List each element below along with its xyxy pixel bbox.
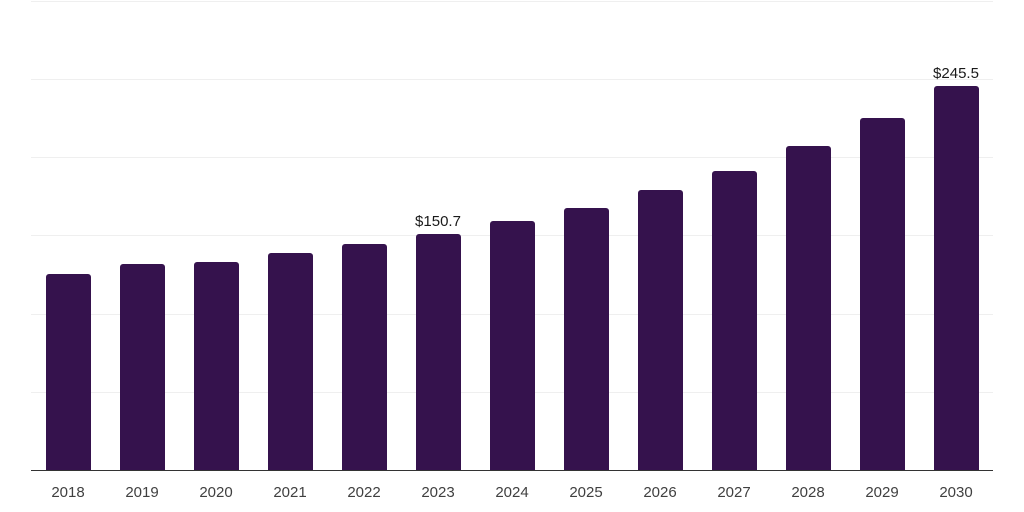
bar-2024[interactable] <box>489 221 535 470</box>
x-tick-2027: 2027 <box>717 484 751 501</box>
x-tick-2030: 2030 <box>939 484 973 501</box>
gridline-200 <box>31 157 993 158</box>
x-tick-2024: 2024 <box>495 484 529 501</box>
x-tick-2023: 2023 <box>421 484 455 501</box>
bar-2029[interactable] <box>859 118 905 470</box>
bar-group-2022 <box>327 1 401 470</box>
bar-group-2026 <box>623 1 697 470</box>
bars-container: $150.7 $245.5 <box>31 1 993 470</box>
bar-2030[interactable] <box>933 86 979 470</box>
bar-group-2023: $150.7 <box>401 1 475 470</box>
bar-2027[interactable] <box>711 171 757 470</box>
bar-group-2030: $245.5 <box>919 1 993 470</box>
bar-2023[interactable] <box>415 234 461 470</box>
x-tick-2019: 2019 <box>125 484 159 501</box>
bar-2019[interactable] <box>119 264 165 470</box>
x-tick-2025: 2025 <box>569 484 603 501</box>
plot-area: $150.7 $245.5 <box>31 1 993 471</box>
bar-chart: $150.7 $245.5 2018 2019 2020 2021 2022 2023 202… <box>31 1 993 501</box>
gridline-250 <box>31 79 993 80</box>
bar-value-label-2030: $245.5 <box>933 65 979 82</box>
bar-group-2020 <box>179 1 253 470</box>
x-tick-2020: 2020 <box>199 484 233 501</box>
bar-group-2029 <box>845 1 919 470</box>
x-tick-2026: 2026 <box>643 484 677 501</box>
bar-2018[interactable] <box>45 274 91 470</box>
bar-2020[interactable] <box>193 262 239 470</box>
x-tick-2029: 2029 <box>865 484 899 501</box>
bar-group-2018 <box>31 1 105 470</box>
x-tick-2021: 2021 <box>273 484 307 501</box>
x-tick-2018: 2018 <box>51 484 85 501</box>
bar-group-2024 <box>475 1 549 470</box>
bar-group-2025 <box>549 1 623 470</box>
gridline-300 <box>31 1 993 2</box>
bar-2021[interactable] <box>267 253 313 470</box>
bar-group-2027 <box>697 1 771 470</box>
bar-group-2019 <box>105 1 179 470</box>
bar-2022[interactable] <box>341 244 387 470</box>
x-tick-2022: 2022 <box>347 484 381 501</box>
bar-group-2021 <box>253 1 327 470</box>
bar-2025[interactable] <box>563 208 609 470</box>
bar-group-2028 <box>771 1 845 470</box>
bar-2028[interactable] <box>785 146 831 470</box>
bar-2026[interactable] <box>637 190 683 470</box>
x-axis-labels: 2018 2019 2020 2021 2022 2023 2024 2025 2026 2027… <box>31 484 993 501</box>
bar-value-label-2023: $150.7 <box>415 213 461 230</box>
x-tick-2028: 2028 <box>791 484 825 501</box>
